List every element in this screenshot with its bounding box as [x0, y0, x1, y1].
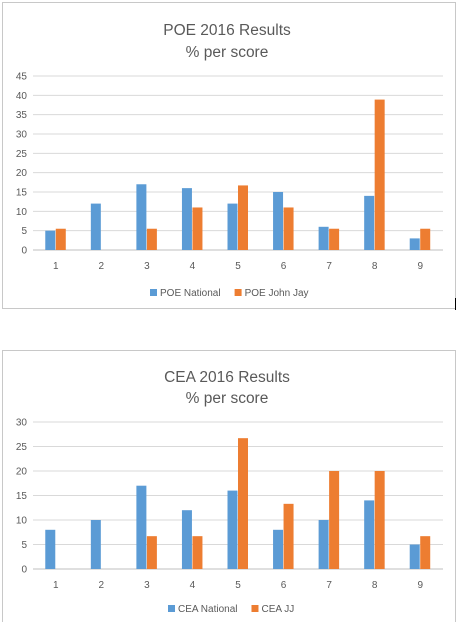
bar-poe-national-8: [364, 195, 375, 250]
bar-cea-jj-4: [192, 536, 203, 569]
x-tick-label: 2: [99, 580, 105, 591]
y-tick-label: 30: [16, 130, 28, 141]
bar-poe-national-3: [136, 184, 147, 250]
bar-cea-national-5: [227, 490, 238, 569]
x-tick-label: 7: [326, 580, 332, 591]
poe-chart-title: POE 2016 Results: [163, 22, 291, 39]
bar-poe-national-9: [409, 238, 420, 250]
y-tick-label: 5: [21, 540, 27, 551]
x-tick-label: 9: [417, 580, 423, 591]
y-tick-label: 5: [21, 226, 27, 237]
bar-poe-national-4: [181, 188, 192, 250]
cea-chart-svg: CEA 2016 Results % per score 05101520253…: [16, 369, 443, 615]
x-tick-label: 3: [144, 580, 150, 591]
y-tick-label: 0: [21, 565, 27, 576]
bar-cea-national-4: [181, 510, 192, 569]
x-tick-label: 1: [53, 261, 59, 272]
y-tick-label: 0: [21, 246, 27, 257]
bar-cea-national-2: [90, 520, 101, 569]
bar-poe-national-2: [90, 203, 101, 250]
x-tick-label: 8: [372, 261, 378, 272]
legend-swatch: [234, 289, 242, 296]
y-tick-label: 25: [16, 149, 28, 160]
cea-chart: CEA 2016 Results % per score 0 5 10 15 20 25 3…: [2, 350, 456, 622]
bar-poe-john-jay-3: [146, 228, 157, 250]
bar-poe-national-6: [273, 192, 284, 250]
bar-cea-jj-6: [283, 503, 294, 569]
bar-poe-john-jay-9: [420, 228, 431, 250]
cea-chart-title: CEA 2016 Results: [164, 369, 290, 386]
border-tick-mark: [455, 298, 456, 310]
x-tick-label: 2: [99, 261, 105, 272]
y-tick-label: 45: [16, 72, 28, 83]
legend-label: CEA National: [178, 604, 237, 615]
bar-cea-jj-9: [420, 536, 431, 569]
bar-cea-national-7: [318, 520, 329, 569]
bar-cea-jj-7: [329, 471, 340, 569]
y-tick-label: 30: [16, 418, 28, 429]
cea-chart-subtitle: % per score: [186, 390, 269, 407]
x-tick-label: 4: [190, 580, 196, 591]
x-tick-label: 1: [53, 580, 59, 591]
y-tick-label: 10: [16, 516, 28, 527]
bar-poe-john-jay-1: [55, 228, 66, 250]
x-tick-label: 9: [417, 261, 423, 272]
bar-poe-john-jay-8: [374, 99, 385, 250]
legend-swatch: [251, 605, 259, 612]
x-tick-label: 6: [281, 261, 287, 272]
legend-swatch: [150, 289, 157, 296]
x-tick-label: 5: [235, 580, 241, 591]
bar-cea-national-8: [364, 500, 375, 569]
bar-cea-national-6: [273, 529, 284, 569]
bar-poe-john-jay-4: [192, 207, 203, 250]
x-tick-label: 4: [190, 261, 196, 272]
bar-cea-national-1: [45, 529, 56, 569]
poe-chart: POE 2016 Results % per score 0 5 10 15 20 25 3…: [2, 2, 456, 309]
bar-cea-national-9: [409, 544, 420, 569]
x-tick-label: 3: [144, 261, 150, 272]
legend-label: POE National: [160, 288, 221, 299]
bar-poe-national-5: [227, 203, 238, 250]
y-tick-label: 35: [16, 110, 28, 121]
x-tick-label: 6: [281, 580, 287, 591]
bar-poe-national-1: [45, 230, 56, 250]
y-tick-label: 15: [16, 491, 28, 502]
y-tick-label: 20: [16, 467, 28, 478]
x-tick-label: 5: [235, 261, 241, 272]
bar-poe-john-jay-7: [329, 228, 340, 250]
x-tick-label: 8: [372, 580, 378, 591]
bar-poe-national-7: [318, 226, 329, 250]
legend-label: POE John Jay: [245, 288, 309, 299]
bar-poe-john-jay-5: [238, 185, 248, 250]
y-tick-label: 40: [16, 91, 28, 102]
poe-chart-subtitle: % per score: [186, 44, 269, 61]
bar-cea-national-3: [136, 485, 147, 569]
legend-label: CEA JJ: [261, 604, 294, 615]
y-tick-label: 20: [16, 168, 28, 179]
y-tick-label: 25: [16, 442, 28, 453]
bar-poe-john-jay-6: [283, 207, 294, 250]
x-tick-label: 7: [326, 261, 332, 272]
y-tick-label: 15: [16, 188, 28, 199]
bar-cea-jj-8: [374, 471, 385, 569]
poe-chart-svg: POE 2016 Results % per score 05101520253…: [16, 22, 443, 299]
legend-swatch: [168, 605, 175, 612]
y-tick-label: 10: [16, 207, 28, 218]
bar-cea-jj-3: [146, 536, 157, 569]
bar-cea-jj-5: [238, 438, 248, 569]
